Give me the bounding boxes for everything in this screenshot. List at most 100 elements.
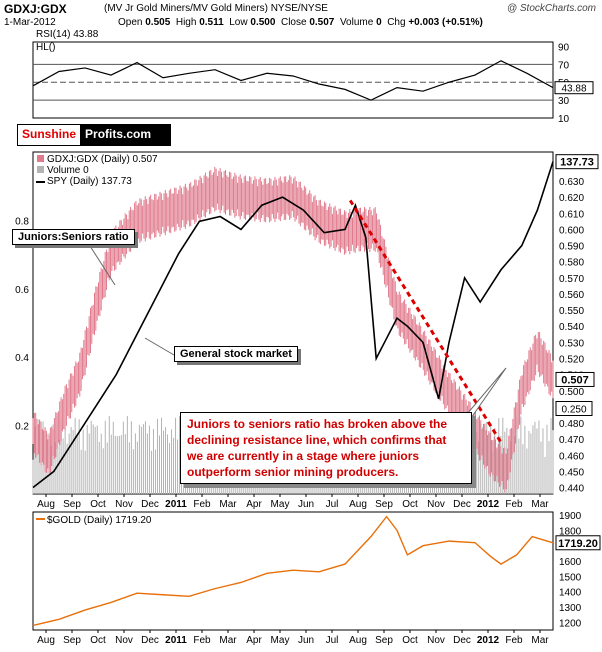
spy-line — [32, 161, 554, 489]
open-value: 0.505 — [145, 17, 171, 28]
open-label: Open — [118, 17, 143, 28]
main-x-tick: Aug — [37, 499, 55, 510]
main-x-tick: May — [271, 499, 290, 510]
gold-axis-tick: 1300 — [559, 603, 582, 614]
price-axis-tick: 0.500 — [559, 387, 584, 398]
price-axis-tick: 0.550 — [559, 306, 584, 317]
legend-swatch-volume — [37, 166, 44, 173]
main-x-tick: Dec — [141, 499, 159, 510]
main-legend-item: GDXJ:GDX (Daily) 0.507 — [47, 154, 158, 165]
rsi-last-value: 43.88 — [561, 84, 586, 95]
gold-axis-tick: 1400 — [559, 588, 582, 599]
gold-x-tick: Jun — [298, 635, 314, 646]
low-label: Low — [229, 17, 248, 28]
rsi-last-value-box — [554, 81, 594, 95]
gold-x-tick: Nov — [115, 635, 133, 646]
high-label: High — [175, 17, 197, 28]
main-x-tick: 2011 — [165, 499, 187, 510]
spy-last-value: 137.73 — [560, 157, 594, 169]
spy-last-box — [555, 154, 599, 170]
chart-symbol-title: GDXJ:GDX — [4, 2, 67, 16]
volume-label: Volume — [339, 17, 374, 28]
main-x-tick: Aug — [349, 499, 367, 510]
volume-last-box — [555, 401, 593, 416]
gold-axis-tick: 1200 — [559, 618, 582, 629]
price-axis-tick: 0.440 — [559, 484, 584, 495]
hl-legend: HL() — [36, 42, 55, 53]
rsi-panel-frame — [32, 41, 554, 119]
price-last-value: 0.507 — [561, 374, 589, 386]
main-x-tick: Sep — [375, 499, 393, 510]
rsi-axis-tick: 70 — [558, 60, 570, 71]
price-axis-tick: 0.600 — [559, 225, 584, 236]
price-axis-tick: 0.560 — [559, 290, 584, 301]
logo-part-profits: Profits.com — [80, 125, 170, 145]
stock-market-pointer — [144, 337, 175, 356]
gold-x-tick: Jul — [326, 635, 339, 646]
juniors-seniors-callout: Juniors:Seniors ratio — [12, 229, 135, 245]
gold-x-tick: Dec — [453, 635, 471, 646]
gold-x-tick: Mar — [219, 635, 237, 646]
main-x-tick: Sep — [63, 499, 81, 510]
main-x-tick: Mar — [531, 499, 549, 510]
volume-axis-tick: 0.4 — [15, 353, 29, 364]
close-value: 0.507 — [309, 17, 335, 28]
price-axis-tick: 0.580 — [559, 258, 584, 269]
main-x-tick: Feb — [505, 499, 523, 510]
price-axis-tick: 0.520 — [559, 354, 584, 365]
gold-axis-tick: 1600 — [559, 557, 582, 568]
volume-last-value: 0.250 — [561, 405, 586, 416]
main-x-tick: Mar — [219, 499, 237, 510]
low-value: 0.500 — [250, 17, 276, 28]
juniors-pointer — [89, 245, 116, 286]
volume-value: 0 — [376, 17, 382, 28]
price-axis-tick: 0.480 — [559, 419, 584, 430]
volume-axis-tick: 0.6 — [15, 285, 29, 296]
main-x-tick: Nov — [115, 499, 133, 510]
chart-subtitle: (MV Jr Gold Miners/MV Gold Miners) NYSE/… — [104, 3, 328, 14]
gold-x-tick: Dec — [141, 635, 159, 646]
price-last-box — [555, 371, 595, 387]
stock-market-callout: General stock market — [174, 346, 298, 362]
gold-x-tick: Aug — [349, 635, 367, 646]
sunshine-profits-logo: Sunshine Profits.com — [17, 124, 171, 146]
gold-axis-tick: 1500 — [559, 572, 582, 583]
main-x-tick: Apr — [246, 499, 262, 510]
main-x-tick: Oct — [402, 499, 418, 510]
main-legend-item: SPY (Daily) 137.73 — [47, 176, 132, 187]
price-axis-tick: 0.570 — [559, 274, 584, 285]
main-x-tick: Jul — [326, 499, 339, 510]
stockcharts-brand: @ StockCharts.com — [506, 3, 596, 14]
price-axis-tick: 0.590 — [559, 242, 584, 253]
price-axis-tick: 0.530 — [559, 338, 584, 349]
rsi-legend: RSI(14) 43.88 — [36, 29, 99, 40]
breakout-note: Juniors to seniors ratio has broken abov… — [180, 412, 472, 484]
volume-axis-tick: 0.2 — [15, 422, 29, 433]
logo-part-sunshine: Sunshine — [22, 127, 77, 141]
gold-last-box — [555, 535, 601, 551]
ohlc-readout: Open 0.505 High 0.511 Low 0.500 Close 0.… — [118, 17, 483, 28]
gold-x-tick: Sep — [375, 635, 393, 646]
chg-value: +0.003 (+0.51%) — [408, 17, 483, 28]
gold-line — [32, 515, 554, 627]
rsi-axis-tick: 10 — [558, 114, 570, 125]
gold-x-tick: May — [271, 635, 290, 646]
chart-date: 1-Mar-2012 — [4, 17, 56, 28]
gold-x-tick: Oct — [90, 635, 106, 646]
price-axis-tick: 0.540 — [559, 322, 584, 333]
gold-x-tick: Aug — [37, 635, 55, 646]
price-axis-tick: 0.450 — [559, 467, 584, 478]
main-x-tick: Feb — [193, 499, 211, 510]
main-x-tick: Dec — [453, 499, 471, 510]
chg-label: Chg — [387, 17, 406, 28]
resistance-trendline — [348, 199, 503, 444]
gold-x-tick: Sep — [63, 635, 81, 646]
price-axis-tick: 0.610 — [559, 209, 584, 220]
volume-axis-tick: 0.8 — [15, 216, 29, 227]
gold-panel-frame — [32, 511, 554, 631]
gold-x-tick: 2012 — [477, 635, 500, 646]
price-axis-tick: 0.460 — [559, 451, 584, 462]
legend-swatch-price — [37, 155, 44, 162]
gold-x-tick: Feb — [505, 635, 523, 646]
